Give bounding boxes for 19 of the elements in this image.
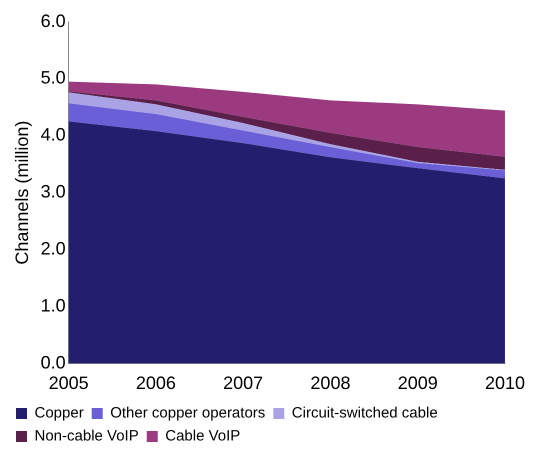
y-tick-label: 2.0 — [40, 238, 66, 258]
y-tick-label: 5.0 — [40, 68, 66, 88]
x-tick-label: 2008 — [310, 373, 350, 394]
y-axis-title: Channels (million) — [12, 120, 32, 265]
y-tick-label: 3.0 — [40, 182, 66, 202]
x-tick-label: 2006 — [136, 373, 176, 394]
legend-label: Other copper operators — [110, 404, 266, 422]
x-tick-label: 2007 — [223, 373, 264, 394]
y-tick-label: 6.0 — [40, 10, 66, 31]
legend-label: Non-cable VoIP — [34, 428, 139, 445]
x-tick-label: 2005 — [48, 373, 89, 394]
y-tick-label: 4.0 — [40, 124, 66, 145]
x-tick-label: 2009 — [398, 373, 438, 394]
y-tick-label: 1.0 — [40, 295, 66, 316]
legend-label: Copper — [34, 404, 84, 422]
y-tick-label: 0.0 — [40, 352, 66, 372]
x-tick-label: 2010 — [484, 373, 525, 394]
legend-label: Circuit-switched cable — [292, 404, 438, 422]
legend-label: Cable VoIP — [165, 428, 240, 445]
